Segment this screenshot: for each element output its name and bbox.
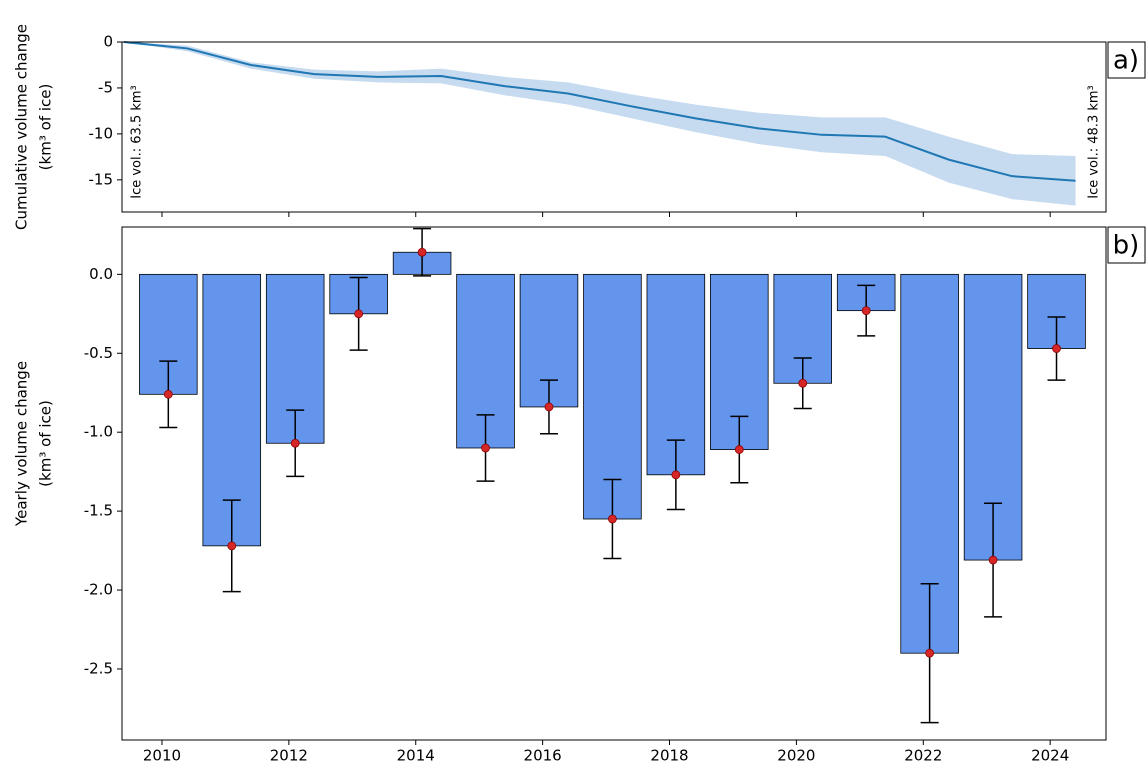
y-tick-label: -2.0 bbox=[84, 581, 113, 599]
axes-frame bbox=[121, 41, 1107, 213]
x-tick-label: 2022 bbox=[904, 747, 942, 764]
ice-volume-note: Ice vol.: 63.5 km³ bbox=[130, 85, 145, 199]
y-axis-label: (km³ of ice) bbox=[37, 400, 55, 487]
x-tick-label: 2020 bbox=[777, 747, 815, 764]
x-tick-label: 2010 bbox=[143, 747, 181, 764]
y-tick-label: -5 bbox=[98, 78, 113, 96]
ice-volume-note: Ice vol.: 48.3 km³ bbox=[1087, 85, 1102, 199]
y-tick-label: -15 bbox=[89, 170, 114, 188]
x-tick-label: 2016 bbox=[524, 747, 562, 764]
x-tick-label: 2024 bbox=[1031, 747, 1069, 764]
uncertainty-band bbox=[123, 42, 1076, 206]
y-tick-label: -1.0 bbox=[84, 423, 113, 441]
value-marker bbox=[290, 438, 300, 448]
value-marker bbox=[227, 541, 237, 551]
panel-label: a) bbox=[1113, 46, 1139, 76]
x-tick-label: 2014 bbox=[397, 747, 435, 764]
y-axis-label: Cumulative volume change bbox=[13, 24, 31, 230]
value-marker bbox=[163, 389, 173, 399]
axes-frame bbox=[121, 226, 1107, 741]
value-marker bbox=[1052, 344, 1061, 353]
value-marker bbox=[988, 555, 998, 565]
value-marker bbox=[354, 309, 364, 319]
y-tick-label: 0 bbox=[103, 33, 113, 51]
panel-label-box bbox=[1107, 226, 1146, 264]
bar bbox=[583, 273, 642, 520]
y-tick-label: 0.0 bbox=[89, 265, 113, 283]
x-tick-label: 2018 bbox=[650, 747, 688, 764]
y-tick-label: -0.5 bbox=[84, 344, 113, 362]
value-marker bbox=[544, 402, 554, 412]
value-marker bbox=[925, 648, 935, 658]
value-marker bbox=[798, 378, 808, 388]
panel-label-box bbox=[1107, 41, 1146, 79]
value-marker bbox=[861, 306, 871, 316]
y-tick-label: -1.5 bbox=[84, 502, 113, 520]
value-marker bbox=[481, 443, 490, 453]
value-marker bbox=[417, 247, 427, 257]
y-tick-label: -10 bbox=[89, 124, 114, 142]
y-axis-label: Yearly volume change bbox=[13, 361, 31, 527]
cumulative-line bbox=[123, 41, 1076, 182]
value-marker bbox=[734, 445, 744, 454]
y-tick-label: -2.5 bbox=[84, 659, 113, 677]
x-tick-label: 2012 bbox=[270, 747, 308, 764]
y-axis-label: (km³ of ice) bbox=[37, 84, 55, 171]
value-marker bbox=[608, 514, 617, 524]
panel-label: b) bbox=[1113, 231, 1140, 261]
value-marker bbox=[671, 470, 681, 480]
